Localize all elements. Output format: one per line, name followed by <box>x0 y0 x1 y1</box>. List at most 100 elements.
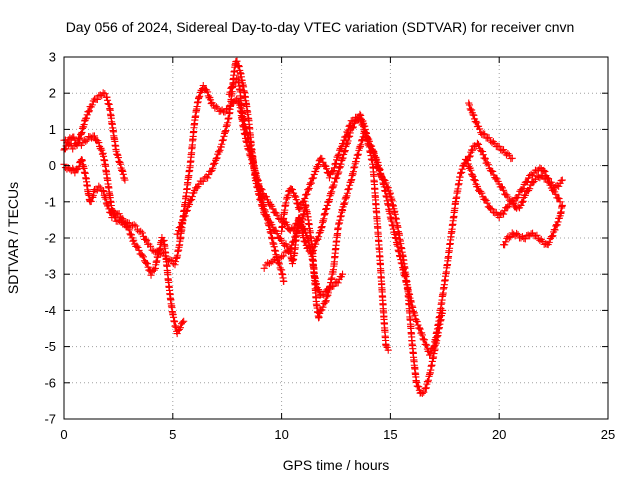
series-track-9 <box>465 139 566 212</box>
data-point <box>183 206 191 214</box>
data-point <box>502 238 510 246</box>
y-tick-label: -6 <box>44 375 56 390</box>
data-point <box>556 198 564 206</box>
data-point <box>133 242 141 250</box>
data-point <box>315 233 323 241</box>
data-point <box>478 147 487 156</box>
data-point <box>515 191 523 199</box>
series-track-3 <box>60 156 188 338</box>
data-point <box>85 107 93 115</box>
data-point <box>275 259 283 267</box>
data-point <box>478 189 486 197</box>
data-point <box>228 83 236 91</box>
x-tick-label: 25 <box>601 427 615 442</box>
chart-title: Day 056 of 2024, Sidereal Day-to-day VTE… <box>66 19 575 35</box>
data-point <box>315 160 323 169</box>
data-point <box>173 329 181 338</box>
data-point <box>332 174 340 182</box>
data-point <box>384 184 392 192</box>
data-point <box>471 176 479 185</box>
data-point <box>497 183 505 191</box>
data-point <box>199 177 207 185</box>
data-point <box>82 137 90 145</box>
data-point <box>484 134 492 142</box>
data-point <box>294 226 302 234</box>
data-point <box>548 232 556 241</box>
data-point <box>541 168 549 176</box>
data-point <box>466 152 474 160</box>
data-point <box>509 199 517 208</box>
data-point <box>289 238 297 246</box>
data-point <box>130 236 138 244</box>
y-tick-label: -3 <box>44 267 56 282</box>
data-point <box>105 205 113 213</box>
series-track-7 <box>278 113 447 397</box>
data-point <box>296 205 304 213</box>
x-tick-label: 20 <box>492 427 506 442</box>
data-point <box>481 130 489 138</box>
data-point <box>121 176 129 184</box>
data-point <box>554 218 562 226</box>
data-point <box>146 242 155 250</box>
data-point <box>474 140 483 148</box>
data-point <box>93 95 101 103</box>
data-point <box>275 260 283 268</box>
data-point <box>176 324 184 332</box>
data-point <box>500 186 508 194</box>
data-point <box>147 271 155 279</box>
data-point <box>500 146 508 154</box>
data-point <box>213 154 221 162</box>
data-point <box>70 133 78 141</box>
data-point <box>493 175 501 183</box>
data-point <box>335 150 343 158</box>
data-point <box>468 106 476 114</box>
data-point <box>288 185 297 194</box>
data-point <box>181 212 189 220</box>
data-point <box>468 146 476 154</box>
data-point <box>375 166 384 174</box>
data-point <box>420 336 429 344</box>
data-point <box>330 181 338 189</box>
data-point <box>367 142 375 151</box>
data-point <box>323 165 331 173</box>
data-point <box>523 177 532 186</box>
data-point <box>143 260 151 268</box>
data-point <box>262 211 270 219</box>
y-tick-label: -5 <box>44 339 56 354</box>
data-point <box>416 325 424 333</box>
data-point <box>283 221 291 229</box>
data-point <box>473 182 481 190</box>
x-axis-label: GPS time / hours <box>283 457 390 473</box>
data-point <box>134 243 142 252</box>
data-point <box>61 145 70 153</box>
data-point <box>188 193 196 201</box>
y-axis-label: SDTVAR / TECUs <box>5 182 21 294</box>
data-point <box>282 240 290 248</box>
data-point <box>483 199 491 207</box>
data-point <box>177 223 185 231</box>
data-point <box>501 241 509 249</box>
data-point <box>533 172 541 180</box>
data-point <box>216 146 224 154</box>
data-point <box>418 331 426 339</box>
data-point <box>204 88 212 96</box>
data-point <box>176 224 184 232</box>
data-point <box>132 222 140 230</box>
data-point <box>291 224 299 232</box>
data-point <box>514 194 522 202</box>
data-point <box>508 154 516 162</box>
data-point <box>290 237 298 245</box>
x-tick-label: 5 <box>169 427 176 442</box>
data-point <box>552 190 560 198</box>
data-point <box>188 196 196 204</box>
series-track-5 <box>225 74 347 299</box>
data-point <box>139 253 147 261</box>
data-point <box>143 236 151 244</box>
data-point <box>357 115 365 123</box>
data-point <box>303 190 311 198</box>
data-point <box>342 132 350 140</box>
data-point <box>473 139 481 147</box>
data-point <box>439 306 447 314</box>
data-point <box>415 324 423 332</box>
